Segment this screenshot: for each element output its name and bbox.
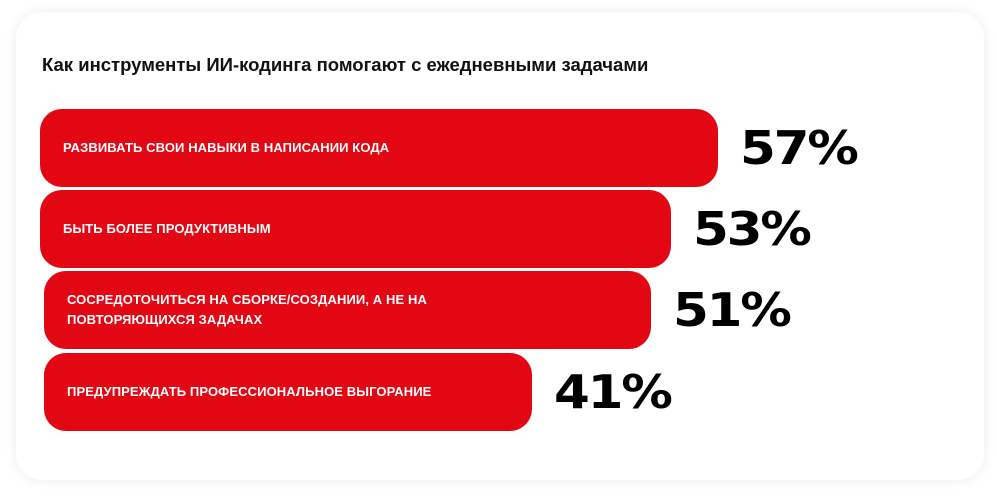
chart-title: Как инструменты ИИ-кодинга помогают с еж… [42, 54, 649, 75]
bar: Быть более продуктивным [40, 190, 671, 268]
bar: Сосредоточиться на сборке/создании, а не… [44, 271, 651, 349]
bar-label: Предупреждать профессиональное выгорание [67, 383, 432, 399]
chart-card: Как инструменты ИИ-кодинга помогают с еж… [16, 12, 984, 480]
value-label: 57% [740, 121, 859, 175]
bar-chart: Развивать свои навыки в написании кода 57… [16, 12, 984, 480]
value-label: 41% [553, 365, 673, 419]
value-label: 51% [672, 283, 792, 337]
bar-label: Развивать свои навыки в написании кода [63, 139, 390, 155]
bar-label: Сосредоточиться на сборке/создании, а не… [67, 291, 427, 327]
value-label: 53% [692, 202, 812, 256]
bar: Предупреждать профессиональное выгорание [44, 353, 532, 431]
bar-label: Быть более продуктивным [63, 220, 271, 236]
bar: Развивать свои навыки в написании кода [40, 109, 719, 187]
